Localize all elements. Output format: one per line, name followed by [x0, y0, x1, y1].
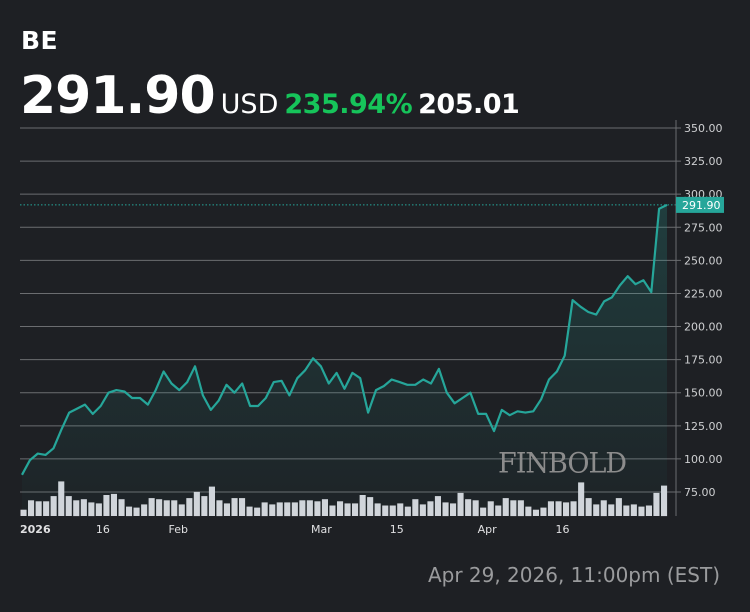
y-tick-label: 75.00 [684, 486, 716, 499]
y-tick-label: 350.00 [684, 122, 723, 135]
x-tick-label: 2026 [20, 523, 51, 536]
price-line [21, 203, 668, 476]
y-tick-label: 100.00 [684, 453, 723, 466]
y-tick-label: 200.00 [684, 321, 723, 334]
finbold-watermark: FINBOLD [498, 447, 627, 480]
y-tick-label: 225.00 [684, 287, 723, 300]
x-tick-label: 16 [96, 523, 110, 536]
price-chart[interactable]: 350.00325.00300.00275.00250.00225.00200.… [0, 0, 750, 550]
price-area-fill [22, 204, 667, 516]
x-tick-label: Apr [478, 523, 498, 536]
y-axis-labels: 350.00325.00300.00275.00250.00225.00200.… [684, 122, 723, 499]
timestamp: Apr 29, 2026, 11:00pm (EST) [427, 563, 720, 587]
x-tick-label: Mar [311, 523, 332, 536]
y-tick-label: 275.00 [684, 221, 723, 234]
x-tick-label: 15 [390, 523, 404, 536]
x-tick-label: 16 [556, 523, 570, 536]
price-tag-bg [676, 196, 724, 213]
base-price: 205.01 [418, 89, 520, 120]
current-price: 291.90 [20, 66, 216, 126]
price-tag-label: 291.90 [682, 199, 721, 212]
x-tick-label: Feb [168, 523, 187, 536]
ticker-symbol: BE [21, 26, 59, 55]
currency-label: USD [220, 89, 279, 120]
y-tick-label: 250.00 [684, 254, 723, 267]
price-headline: 291.90 USD 235.94% 205.01 [20, 66, 520, 126]
last-price-tag: 291.90 [676, 196, 724, 213]
x-axis-labels: 2026 16 Feb Mar 15 Apr 16 [20, 523, 570, 536]
y-tick-label: 125.00 [684, 420, 723, 433]
y-tick-label: 325.00 [684, 155, 723, 168]
change-percent: 235.94% [284, 89, 413, 120]
y-tick-label: 150.00 [684, 387, 723, 400]
y-tick-label: 175.00 [684, 354, 723, 367]
